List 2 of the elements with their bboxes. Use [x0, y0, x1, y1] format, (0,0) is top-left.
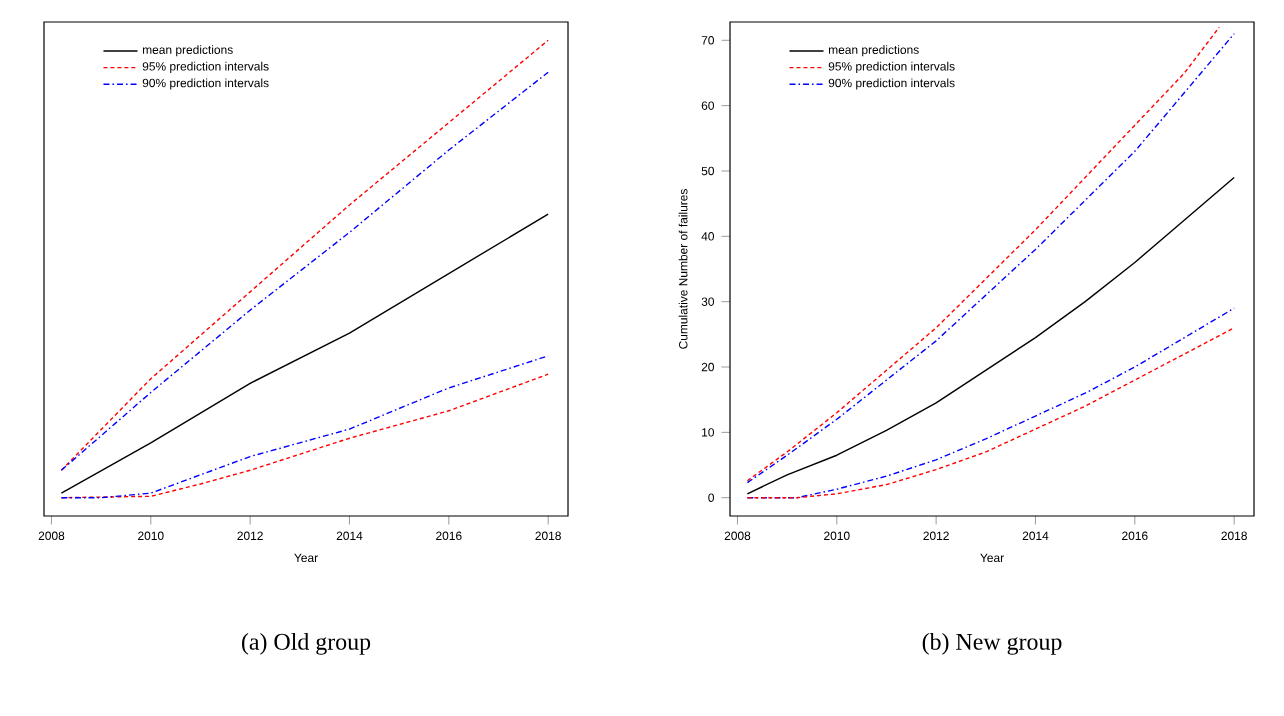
text: (b) New group [922, 633, 1062, 655]
text: (a) Old group [242, 633, 371, 655]
